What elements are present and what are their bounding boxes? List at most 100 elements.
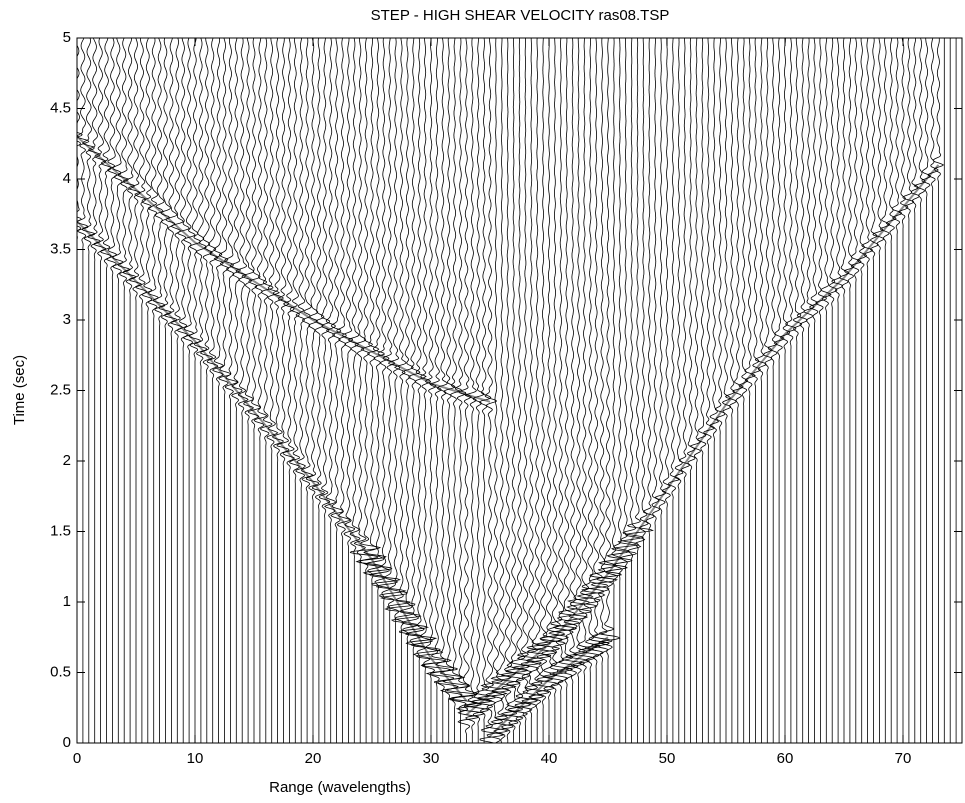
trace — [399, 38, 430, 743]
trace — [678, 38, 691, 743]
trace — [611, 38, 640, 743]
trace — [651, 38, 661, 743]
trace — [206, 38, 219, 743]
trace — [380, 38, 411, 743]
trace — [576, 38, 605, 743]
trace — [235, 38, 249, 743]
trace — [134, 38, 148, 743]
trace — [93, 38, 107, 743]
trace — [282, 38, 295, 743]
trace — [410, 38, 441, 743]
trace — [349, 38, 382, 743]
x-tick-label: 0 — [73, 750, 81, 767]
trace — [341, 38, 356, 743]
trace — [902, 38, 915, 743]
trace — [815, 38, 827, 743]
trace — [913, 38, 926, 743]
trace — [809, 38, 819, 743]
trace — [803, 38, 815, 743]
arrival-branch — [489, 636, 609, 737]
trace — [200, 38, 213, 743]
trace — [170, 38, 184, 743]
y-tick-label: 3.5 — [50, 240, 71, 257]
trace — [318, 38, 331, 743]
x-axis-label: Range (wavelengths) — [269, 779, 411, 796]
plot-area — [77, 38, 962, 743]
trace — [368, 38, 401, 743]
trace — [714, 38, 726, 743]
trace — [927, 38, 939, 743]
trace — [689, 38, 702, 743]
trace — [668, 38, 681, 743]
trace — [87, 38, 102, 743]
trace — [751, 38, 761, 743]
trace — [686, 38, 696, 743]
trace — [744, 38, 756, 743]
trace — [654, 38, 667, 743]
trace — [193, 38, 208, 743]
trace — [147, 38, 160, 743]
trace — [362, 38, 393, 743]
x-tick-label: 60 — [777, 750, 794, 767]
trace — [721, 38, 732, 743]
trace — [300, 38, 314, 743]
y-tick-label: 0 — [63, 734, 71, 751]
trace — [921, 38, 932, 743]
x-tick-label: 30 — [423, 750, 440, 767]
trace — [183, 38, 196, 743]
trace — [336, 38, 351, 743]
trace — [112, 38, 124, 743]
trace — [323, 38, 337, 743]
trace — [259, 38, 274, 743]
y-tick-label: 2 — [63, 452, 71, 469]
x-tick-label: 10 — [187, 750, 204, 767]
trace — [581, 38, 610, 743]
trace — [624, 38, 654, 743]
x-tick-label: 70 — [895, 750, 912, 767]
trace — [434, 38, 466, 743]
trace — [271, 38, 284, 743]
trace — [311, 38, 326, 743]
trace — [229, 38, 243, 743]
trace — [212, 38, 224, 743]
trace — [662, 38, 671, 743]
trace — [106, 38, 118, 743]
trace — [420, 38, 452, 743]
trace — [558, 38, 589, 743]
trace — [880, 38, 891, 743]
trace — [305, 38, 320, 743]
trace — [526, 38, 558, 743]
trace — [384, 38, 416, 743]
trace — [697, 38, 707, 743]
trace — [872, 38, 885, 743]
trace — [517, 38, 545, 743]
trace — [567, 38, 598, 743]
x-tick-label: 20 — [305, 750, 322, 767]
trace — [288, 38, 300, 743]
trace — [117, 38, 131, 743]
trace — [595, 38, 622, 743]
arrival-branch — [465, 164, 940, 716]
trace — [99, 38, 112, 743]
trace — [617, 38, 644, 743]
trace — [779, 38, 791, 743]
trace — [425, 38, 458, 743]
trace — [598, 38, 628, 743]
trace — [642, 38, 655, 743]
trace — [276, 38, 290, 743]
trace — [885, 38, 897, 743]
y-tick-label: 4 — [63, 170, 71, 187]
y-tick-label: 5 — [63, 29, 71, 46]
y-tick-label: 1 — [63, 593, 71, 610]
trace — [792, 38, 803, 743]
trace — [870, 38, 879, 743]
trace — [455, 38, 485, 743]
trace — [565, 38, 591, 743]
y-tick-label: 2.5 — [50, 381, 71, 398]
trace — [828, 38, 838, 743]
trace — [857, 38, 868, 743]
trace — [703, 38, 716, 743]
trace — [224, 38, 239, 743]
trace — [127, 38, 142, 743]
